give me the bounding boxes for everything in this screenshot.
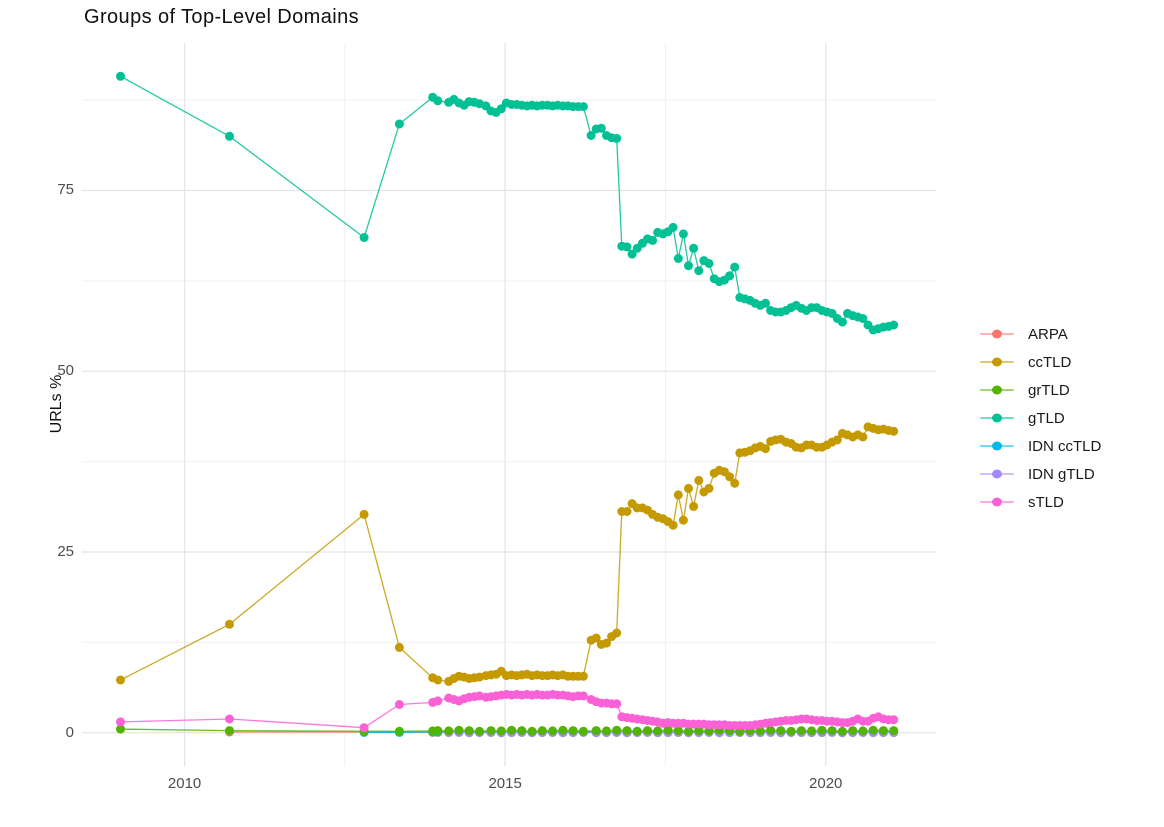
legend-label: grTLD [1028, 381, 1070, 399]
legend-item-grtld: grTLD [980, 376, 1101, 404]
y-tick-label-25: 25 [57, 542, 74, 560]
series-cctld [116, 422, 899, 686]
series-stld [116, 689, 899, 733]
legend-label: gTLD [1028, 409, 1065, 427]
legend-key-icon [980, 413, 1014, 423]
y-tick-label-50: 50 [57, 362, 74, 380]
legend-key-icon [980, 497, 1014, 507]
y-axis-title: URLs % [48, 374, 65, 434]
legend-key-icon [980, 357, 1014, 367]
legend-item-stld: sTLD [980, 488, 1101, 516]
legend-item-idn-cctld: IDN ccTLD [980, 432, 1101, 460]
grid-major [82, 43, 936, 766]
legend-item-arpa: ARPA [980, 320, 1101, 348]
legend-label: sTLD [1028, 493, 1064, 511]
legend-label: IDN ccTLD [1028, 437, 1102, 455]
x-tick-label-2015: 2015 [488, 775, 522, 792]
legend-key-icon [980, 469, 1014, 479]
legend-label: ARPA [1028, 325, 1068, 343]
legend-item-cctld: ccTLD [980, 348, 1101, 376]
legend: ARPA ccTLD grTLD gTLD IDN ccTLD IDN gTLD sTLD [980, 320, 1101, 516]
legend-label: IDN gTLD [1028, 465, 1095, 483]
y-tick-label-75: 75 [57, 181, 74, 199]
legend-key-icon [980, 385, 1014, 395]
x-tick-label-2010: 2010 [167, 775, 202, 792]
series-gtld [116, 71, 899, 335]
legend-label: ccTLD [1028, 353, 1072, 371]
legend-key-icon [980, 329, 1014, 339]
grid-minor [82, 43, 936, 766]
legend-item-gtld: gTLD [980, 404, 1101, 432]
x-tick-label-2020: 2020 [809, 775, 843, 792]
legend-item-idn-gtld: IDN gTLD [980, 460, 1101, 488]
chart-title: Groups of Top-Level Domains [84, 6, 360, 28]
y-tick-label-0: 0 [65, 723, 74, 741]
legend-key-icon [980, 441, 1014, 451]
